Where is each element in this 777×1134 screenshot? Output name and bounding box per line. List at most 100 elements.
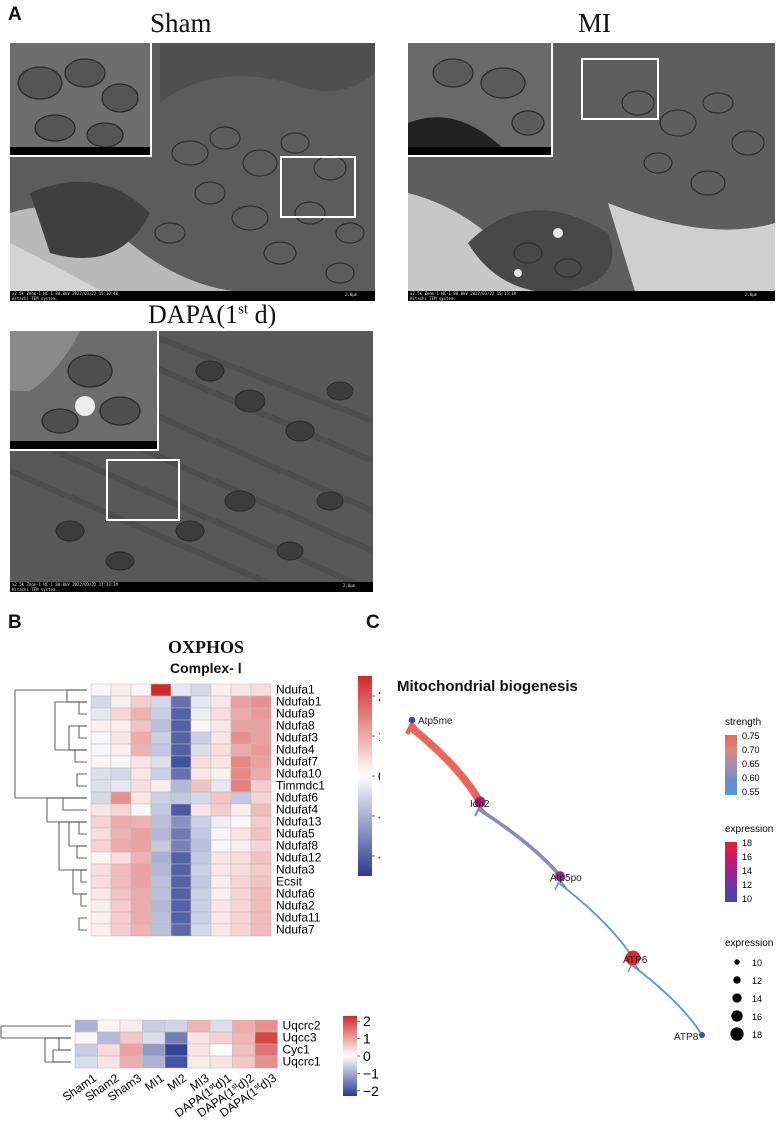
heatmap-cell (210, 707, 232, 721)
heatmap-cell (110, 755, 132, 769)
row-label: Timmdc1 (276, 779, 325, 793)
heatmap-cell (90, 911, 112, 925)
network-edge (559, 883, 634, 959)
colorbar-tick-label: 0 (363, 1048, 371, 1064)
colorbar-tick-label: 0 (378, 768, 380, 784)
row-label: Ndufaf8 (276, 839, 318, 853)
row-label: Ndufa10 (276, 767, 322, 781)
row-label: Ndufaf7 (276, 755, 318, 769)
heatmap-cell (90, 863, 112, 877)
heatmap-cell (150, 719, 172, 733)
heatmap-cell (110, 767, 132, 781)
heatmap-cell (150, 899, 172, 913)
expression-tick-label: 14 (742, 866, 752, 876)
heatmap-cell (142, 1055, 166, 1069)
heatmap-cell (170, 851, 192, 865)
heatmap-cell (190, 923, 212, 937)
heatmap-cell (232, 1055, 256, 1069)
heatmap-cell (210, 887, 232, 901)
heatmap-cell (250, 803, 272, 817)
sham-inset (10, 43, 152, 157)
heatmap-cell (90, 887, 112, 901)
heatmap-cell (130, 863, 152, 877)
heatmap-cell (190, 827, 212, 841)
dendrogram-branch (66, 689, 87, 703)
heatmap-cell (110, 707, 132, 721)
heatmap-cell (250, 911, 272, 925)
network-node-label: ATP6 (623, 955, 648, 966)
heatmap-cell (190, 707, 212, 721)
network-edge (408, 724, 484, 806)
heatmap-cell (170, 875, 192, 889)
heatmap-cell (254, 1031, 278, 1045)
row-label: Ndufaf6 (276, 791, 318, 805)
row-label: Ndufa1 (276, 683, 315, 697)
heatmap-cell (250, 731, 272, 745)
row-label: Ndufa7 (276, 923, 315, 937)
strength-colorbar (725, 735, 737, 795)
dendrogram-branch (62, 797, 87, 811)
row-label: Ndufa6 (276, 887, 315, 901)
sham-caption-text: x2.5k Zoom-1 HC-1 80.0kV 2022/03/22 15:1… (12, 291, 118, 301)
heatmap-cell (190, 719, 212, 733)
heatmap-cell (170, 887, 192, 901)
heatmap-cell (119, 1043, 143, 1057)
strength-tick-label: 0.70 (742, 745, 760, 755)
heatmap-cell (110, 731, 132, 745)
dapa-caption-text: x2.5k Zoom-1 HC-1 80.0kV 2022/03/22 17:3… (12, 582, 118, 592)
colorbar-tick-label: -1 (378, 808, 380, 824)
network-node (408, 716, 416, 724)
heatmap-cell (150, 827, 172, 841)
heatmap-cell (187, 1055, 211, 1069)
heatmap-cell (230, 899, 252, 913)
heatmap-cell (250, 923, 272, 937)
heatmap-cell (210, 899, 232, 913)
heatmap-cell (190, 911, 212, 925)
heatmap-cell (210, 815, 232, 829)
heatmap-cell (210, 839, 232, 853)
heatmap-cell (230, 695, 252, 709)
heatmap-cell (110, 743, 132, 757)
colorbar-tick-label: −1 (363, 1065, 379, 1081)
heatmap-cell (170, 923, 192, 937)
heatmap-cell (250, 755, 272, 769)
row-label: Ndufa2 (276, 899, 315, 913)
heatmap-cell (250, 875, 272, 889)
sham-tem-texture (10, 43, 375, 301)
heatmap-cell (190, 731, 212, 745)
dapa-title-main: DAPA(1 (148, 300, 239, 329)
heatmap-cell (230, 887, 252, 901)
heatmap-cell (250, 827, 272, 841)
heatmap-cell (90, 875, 112, 889)
heatmap-cell (210, 695, 232, 709)
network-node-label: Atp5me (418, 716, 453, 727)
heatmap-cell (142, 1043, 166, 1057)
heatmap-cell (250, 683, 272, 697)
heatmap-cell (110, 683, 132, 697)
heatmap-cell (190, 839, 212, 853)
colorbar (358, 676, 372, 876)
heatmap-cell (187, 1043, 211, 1057)
dapa-title: DAPA(1st d) (148, 300, 276, 330)
network-node-label: Idh2 (470, 799, 490, 810)
heatmap-cell (110, 827, 132, 841)
heatmap-cell (210, 851, 232, 865)
heatmap-cell (250, 815, 272, 829)
dendrogram-branch (80, 869, 87, 883)
heatmap-cell (209, 1031, 233, 1045)
heatmap-cell (230, 743, 252, 757)
heatmap-cell (130, 875, 152, 889)
heatmap-cell (170, 815, 192, 829)
row-dendrogram (0, 1025, 71, 1063)
heatmap-cell (170, 911, 192, 925)
heatmap-cell (130, 791, 152, 805)
row-label: Ndufa13 (276, 815, 322, 829)
heatmap-cell (110, 875, 132, 889)
heatmap-cell (90, 923, 112, 937)
heatmap-cell (250, 767, 272, 781)
heatmap-cell (110, 911, 132, 925)
strength-tick-label: 0.55 (742, 787, 760, 797)
heatmap-cell (130, 707, 152, 721)
heatmap-cell (210, 755, 232, 769)
heatmap-cell (232, 1031, 256, 1045)
